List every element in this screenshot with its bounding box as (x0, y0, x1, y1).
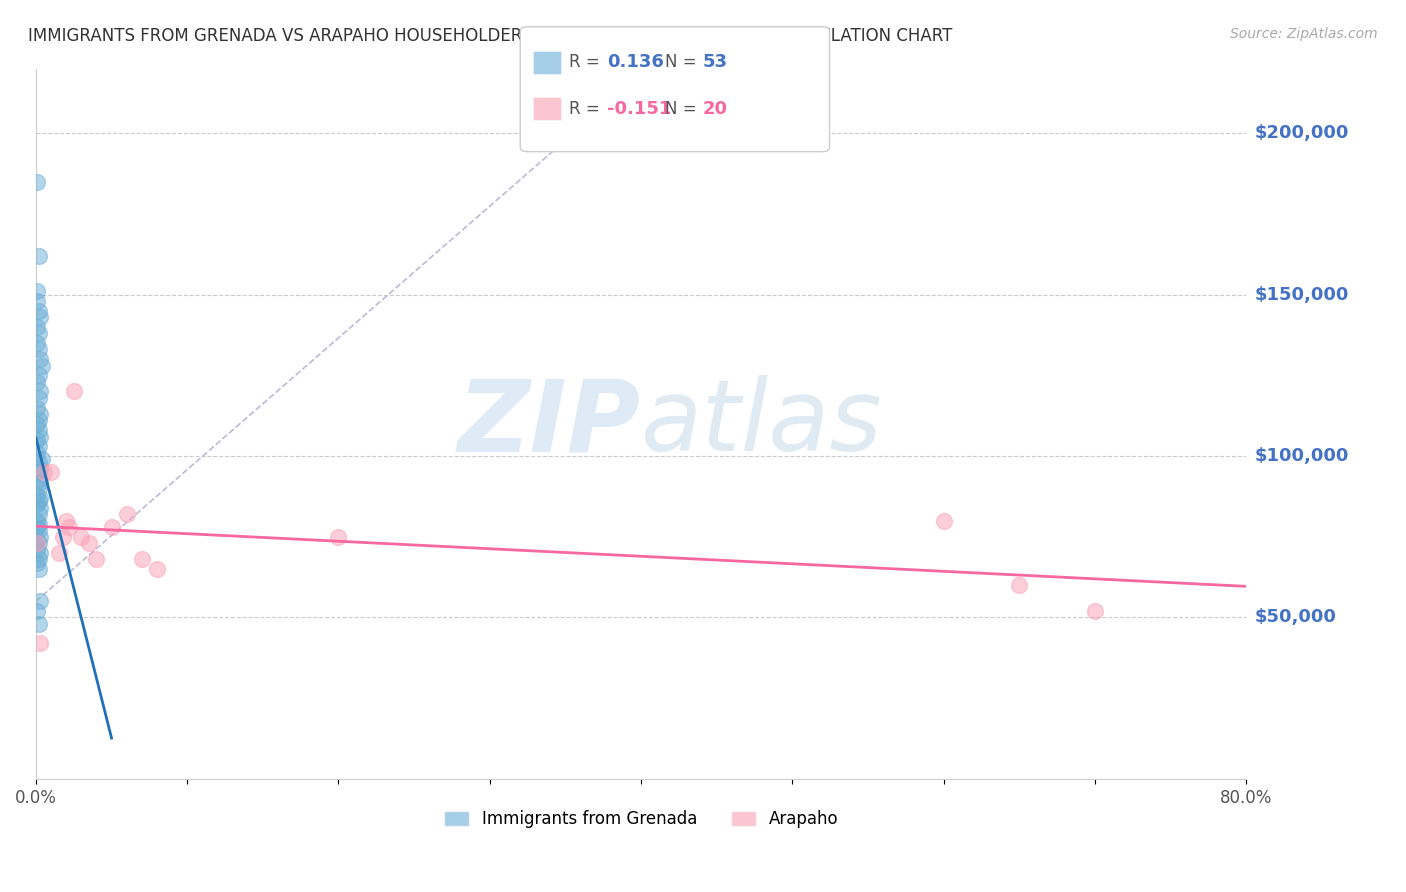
Point (31, 359, 53, 373)
Point (932, 514, 955, 528)
Text: N =: N = (665, 100, 702, 118)
Point (28, 507, 51, 521)
Legend: Immigrants from Grenada, Arapaho: Immigrants from Grenada, Arapaho (437, 803, 845, 835)
Text: $100,000: $100,000 (1254, 447, 1348, 465)
Point (27, 417, 49, 431)
Point (27, 285, 49, 299)
Point (30, 384, 52, 399)
Point (77, 536, 100, 550)
Point (30, 310, 52, 325)
Point (27, 604, 49, 618)
Text: R =: R = (569, 54, 606, 71)
Point (146, 562, 169, 576)
Text: Source: ZipAtlas.com: Source: ZipAtlas.com (1230, 27, 1378, 41)
Point (30, 636, 52, 650)
Point (30, 430, 52, 444)
Point (1084, 604, 1107, 618)
Point (27, 556, 49, 570)
Point (28, 439, 51, 453)
Point (27, 536, 49, 550)
Point (30, 500, 52, 515)
Point (30, 462, 52, 476)
Point (100, 520, 122, 534)
Point (30, 352, 52, 367)
Point (28, 616, 51, 631)
Text: ZIP: ZIP (458, 376, 641, 472)
Point (27, 401, 49, 415)
Point (48, 546, 70, 560)
Point (30, 491, 52, 505)
Point (27, 533, 49, 547)
Point (27, 336, 49, 351)
Point (28, 516, 51, 531)
Point (27, 175, 49, 189)
Point (32, 465, 55, 479)
Point (27, 433, 49, 447)
Point (28, 494, 51, 508)
Point (62, 384, 84, 399)
Text: $200,000: $200,000 (1254, 124, 1348, 142)
Point (30, 546, 52, 560)
Point (28, 455, 51, 469)
Text: IMMIGRANTS FROM GRENADA VS ARAPAHO HOUSEHOLDER INCOME AGES 25 - 44 YEARS CORRELA: IMMIGRANTS FROM GRENADA VS ARAPAHO HOUSE… (28, 27, 952, 45)
Point (28, 391, 51, 405)
Point (70, 530, 93, 544)
Point (28, 326, 51, 341)
Point (31, 452, 53, 467)
Point (30, 530, 52, 544)
Point (115, 507, 138, 521)
Point (328, 530, 350, 544)
Point (28, 562, 51, 576)
Point (58, 520, 80, 534)
Point (27, 520, 49, 534)
Point (1008, 578, 1031, 592)
Point (30, 475, 52, 489)
Text: -0.151: -0.151 (607, 100, 672, 118)
Text: atlas: atlas (641, 376, 883, 472)
Point (55, 514, 77, 528)
Point (27, 293, 49, 308)
Point (27, 542, 49, 557)
Text: R =: R = (569, 100, 606, 118)
Point (27, 488, 49, 502)
Point (28, 552, 51, 566)
Point (28, 523, 51, 537)
Point (30, 407, 52, 421)
Text: N =: N = (665, 54, 702, 71)
Point (28, 481, 51, 495)
Point (27, 465, 49, 479)
Point (39, 465, 62, 479)
Point (28, 413, 51, 427)
Point (28, 423, 51, 437)
Point (27, 319, 49, 334)
Text: 20: 20 (703, 100, 728, 118)
Point (28, 368, 51, 383)
Text: 53: 53 (703, 54, 728, 71)
Point (28, 343, 51, 357)
Point (27, 514, 49, 528)
Text: $50,000: $50,000 (1254, 608, 1336, 626)
Text: 0.136: 0.136 (607, 54, 664, 71)
Point (28, 536, 51, 550)
Point (52, 530, 75, 544)
Text: $150,000: $150,000 (1254, 285, 1348, 303)
Point (131, 552, 153, 566)
Point (28, 472, 51, 486)
Point (28, 303, 51, 318)
Point (86, 552, 108, 566)
Point (27, 498, 49, 512)
Point (30, 594, 52, 608)
Point (27, 446, 49, 460)
Point (28, 249, 51, 263)
Point (27, 375, 49, 389)
